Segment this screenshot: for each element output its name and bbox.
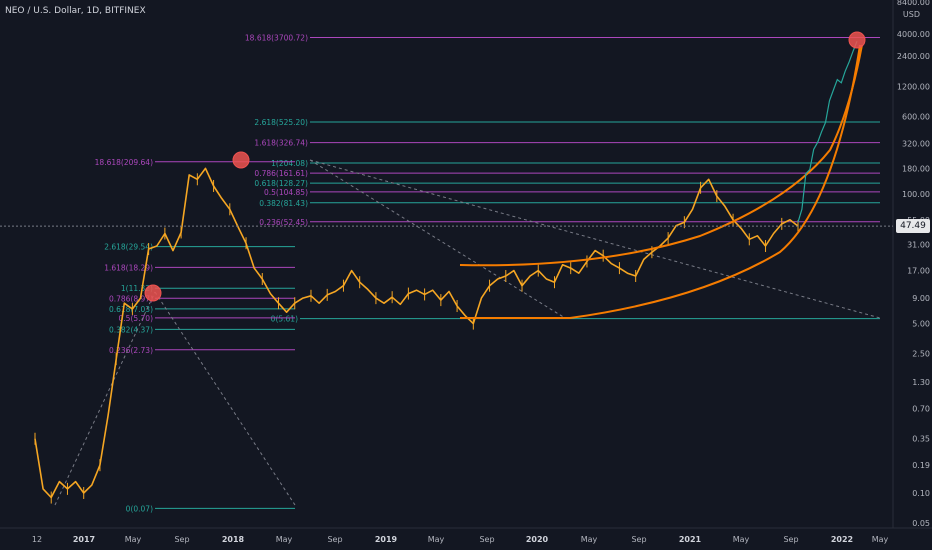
y-tick-label: 0.35	[912, 435, 930, 444]
x-tick-label: May	[125, 535, 142, 544]
y-tick-label: 2.50	[912, 350, 930, 359]
y-tick-label: 100.00	[902, 190, 930, 199]
y-tick-label: 1200.00	[897, 82, 930, 91]
fib-level-label: 0.236(52.45)	[259, 218, 308, 227]
x-tick-label: Sep	[174, 535, 189, 544]
y-tick-label: 600.00	[902, 112, 930, 121]
fib-level-label: 0.236(2.73)	[109, 346, 153, 355]
y-tick-label: 17.00	[907, 267, 930, 276]
x-tick-label: May	[872, 535, 889, 544]
y-tick-label: 0.19	[912, 461, 930, 470]
price-series-line	[34, 167, 799, 499]
x-tick-label: 2020	[526, 535, 549, 544]
trend-line-dashed	[309, 159, 566, 319]
y-tick-label: 0.10	[912, 489, 930, 498]
x-tick-label: May	[276, 535, 293, 544]
fib-level-label: 0.786(8.97)	[109, 294, 153, 303]
y-tick-label: 320.00	[902, 139, 930, 148]
x-tick-label: 12	[32, 535, 42, 544]
x-tick-label: 2021	[679, 535, 702, 544]
y-tick-label: 31.00	[907, 241, 930, 250]
fib-level-label: 1(204.08)	[271, 159, 308, 168]
x-tick-label: 2022	[831, 535, 853, 544]
x-tick-label: 2019	[375, 535, 398, 544]
x-tick-label: May	[581, 535, 598, 544]
fib-level-label: 0(5.61)	[271, 315, 298, 324]
y-tick-label: 5.00	[912, 320, 930, 329]
fib-level-label: 0.786(161.61)	[254, 169, 308, 178]
fib-level-label: 0.618(128.27)	[254, 179, 308, 188]
x-tick-label: May	[733, 535, 750, 544]
fib-level-label: 18.618(3700.72)	[245, 33, 308, 42]
y-tick-label: 180.00	[902, 164, 930, 173]
current-price-tag: 47.49	[896, 219, 930, 234]
curve-lower	[460, 44, 861, 319]
fib-level-label: 0.5(104.85)	[264, 188, 308, 197]
peak-marker	[144, 284, 162, 302]
y-tick-label: 1.30	[912, 378, 930, 387]
peak-marker	[232, 151, 250, 169]
x-tick-label: May	[428, 535, 445, 544]
fib-level-label: 1.618(326.74)	[254, 139, 308, 148]
x-tick-label: Sep	[783, 535, 798, 544]
fib-level-label: 0.382(81.43)	[259, 199, 308, 208]
y-unit-label: USD	[903, 10, 920, 19]
chart-title: NEO / U.S. Dollar, 1D, BITFINEX	[5, 6, 146, 16]
fib-level-label: 0(0.07)	[126, 504, 153, 513]
fib-level-label: 18.618(209.64)	[95, 158, 153, 167]
x-tick-label: Sep	[327, 535, 342, 544]
fib-level-label: 0.5(5.70)	[119, 314, 154, 323]
fib-level-label: 0.382(4.37)	[109, 325, 153, 334]
fib-level-label: 1.618(18.29)	[104, 263, 153, 272]
x-tick-label: Sep	[479, 535, 494, 544]
trend-line-dashed	[154, 291, 296, 506]
y-tick-label: 8400.00	[897, 0, 930, 7]
y-tick-label: 4000.00	[897, 30, 930, 39]
fib-level-label: 2.618(525.20)	[254, 118, 308, 127]
trend-line-dashed	[54, 291, 156, 506]
peak-marker	[848, 31, 866, 49]
fib-level-label: 0.618(7.03)	[109, 305, 153, 314]
fib-level-label: 1(11.32)	[121, 284, 153, 293]
y-tick-label: 2400.00	[897, 52, 930, 61]
curve-upper	[459, 44, 863, 267]
y-tick-label: 0.05	[912, 519, 930, 528]
fib-level-label: 2.618(29.54)	[104, 243, 153, 252]
projection-path	[797, 40, 858, 223]
x-tick-label: 2018	[222, 535, 245, 544]
trend-line-dashed	[309, 159, 881, 319]
x-tick-label: Sep	[631, 535, 646, 544]
y-tick-label: 9.00	[912, 294, 930, 303]
x-tick-label: 2017	[73, 535, 95, 544]
y-tick-label: 0.70	[912, 405, 930, 414]
